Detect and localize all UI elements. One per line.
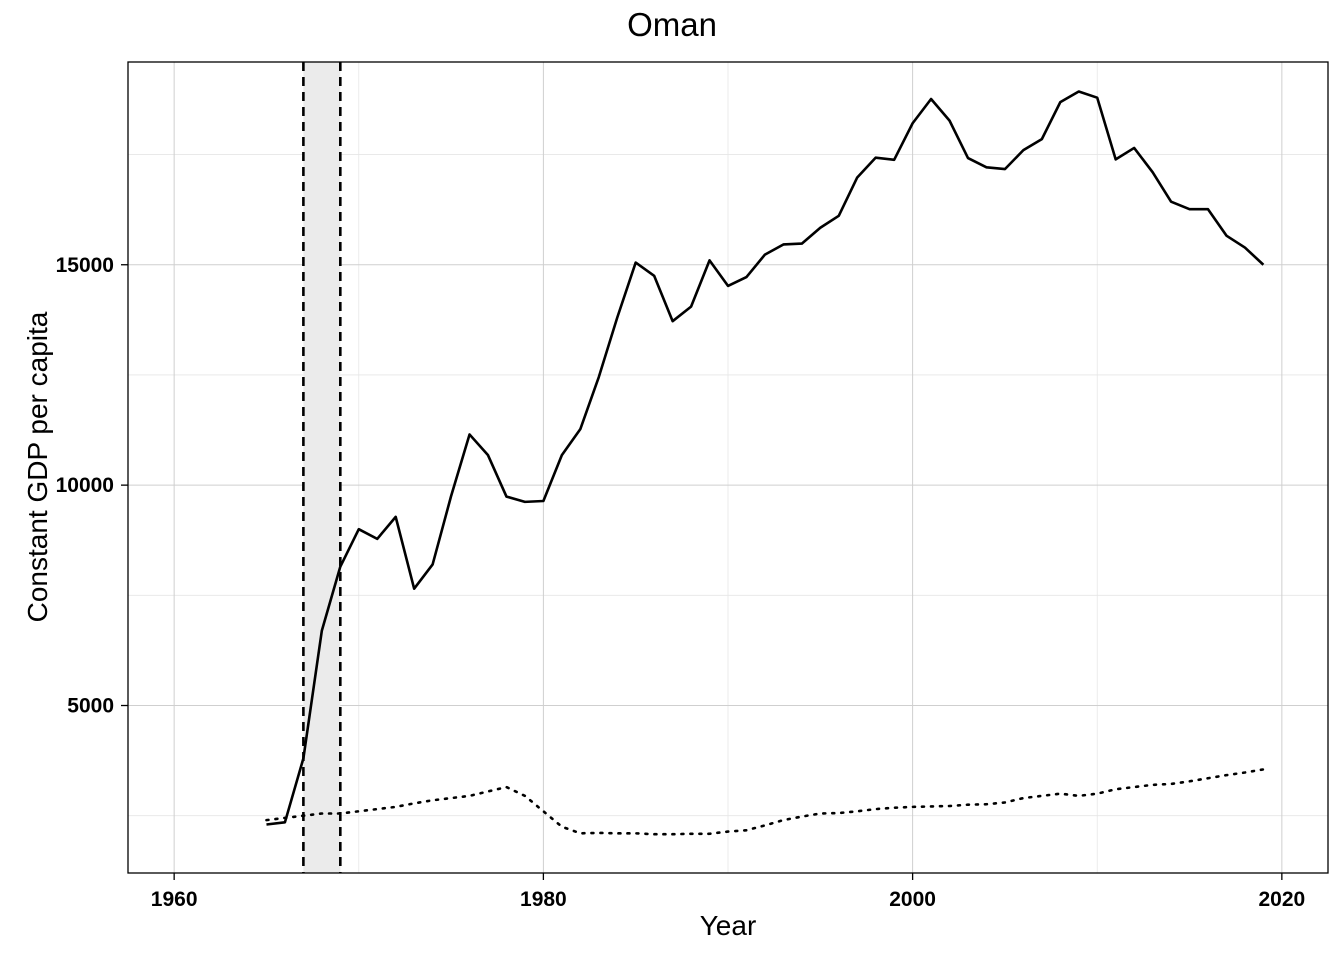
chart-title: Oman (627, 6, 717, 43)
plot-border (127, 61, 1329, 874)
x-tick-label: 2020 (1258, 888, 1305, 911)
shaded-period (303, 62, 341, 873)
series-line-solid (266, 90, 1265, 826)
y-tick-label: 15000 (56, 254, 114, 277)
x-tick-label: 1980 (520, 888, 567, 911)
y-axis-title: Constant GDP per capita (22, 311, 53, 623)
x-tick-label: 2000 (889, 888, 936, 911)
y-tick-label: 10000 (56, 474, 114, 497)
x-axis-title: Year (699, 910, 757, 941)
x-tick-label: 1960 (151, 888, 198, 911)
series-line-dotted (265, 768, 1265, 836)
y-tick-label: 5000 (67, 695, 114, 718)
